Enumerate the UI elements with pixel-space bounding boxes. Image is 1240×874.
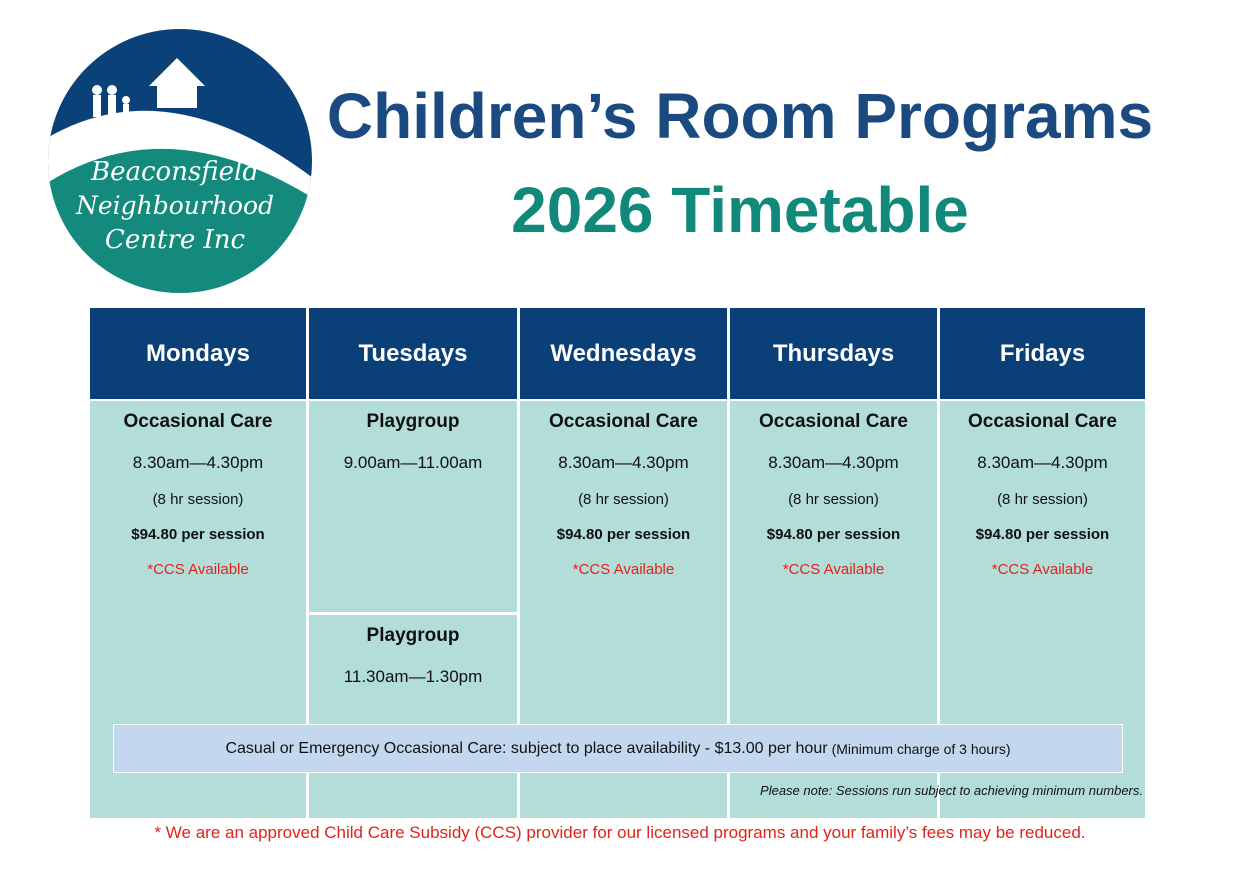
- program-title: Playgroup: [366, 625, 460, 646]
- session-length: (8 hr session): [997, 491, 1088, 508]
- header-thursdays: Thursdays: [730, 308, 937, 399]
- ccs-label: *CCS Available: [991, 561, 1094, 578]
- program-hours: 8.30am—4.30pm: [768, 453, 899, 472]
- program-hours: 11.30am—1.30pm: [343, 667, 483, 686]
- tuesday-cell-2: Playgroup 11.30am—1.30pm: [309, 615, 517, 818]
- header-tuesdays: Tuesdays: [309, 308, 517, 399]
- tuesday-cell-1: Playgroup 9.00am—11.00am: [309, 401, 517, 612]
- ccs-label: *CCS Available: [147, 561, 249, 578]
- minimum-numbers-note: Please note: Sessions run subject to ach…: [760, 783, 1143, 798]
- minimum-charge-note: (Minimum charge of 3 hours): [831, 740, 1011, 757]
- session-length: (8 hr session): [578, 491, 669, 508]
- svg-text:Centre Inc: Centre Inc: [105, 225, 246, 255]
- session-price: $94.80 per session: [556, 526, 691, 543]
- svg-text:Neighbourhood: Neighbourhood: [75, 191, 274, 220]
- program-hours: 8.30am—4.30pm: [558, 453, 689, 472]
- ccs-label: *CCS Available: [572, 561, 675, 578]
- header-fridays: Fridays: [940, 308, 1145, 399]
- program-title: Playgroup: [366, 411, 460, 432]
- monday-cell: Occasional Care 8.30am—4.30pm (8 hr sess…: [90, 401, 306, 818]
- session-length: (8 hr session): [152, 491, 244, 508]
- ccs-label: *CCS Available: [782, 561, 885, 578]
- session-price: $94.80 per session: [131, 526, 265, 543]
- page-title: Children’s Room Programs: [326, 80, 1154, 152]
- casual-care-banner: Casual or Emergency Occasional Care: sub…: [113, 724, 1123, 773]
- session-length: (8 hr session): [788, 491, 879, 508]
- svg-text:Beaconsfield: Beaconsfield: [90, 157, 259, 187]
- session-price: $94.80 per session: [766, 526, 901, 543]
- program-title: Occasional Care: [968, 411, 1117, 432]
- program-title: Occasional Care: [123, 411, 273, 432]
- page-subtitle: 2026 Timetable: [511, 174, 969, 246]
- program-hours: 8.30am—4.30pm: [977, 453, 1108, 472]
- program-title: Occasional Care: [549, 411, 698, 432]
- session-price: $94.80 per session: [975, 526, 1110, 543]
- program-hours: 9.00am—11.00am: [343, 453, 483, 472]
- program-hours: 8.30am—4.30pm: [132, 453, 264, 472]
- header-mondays: Mondays: [90, 308, 306, 399]
- program-title: Occasional Care: [759, 411, 908, 432]
- casual-care-text: Casual or Emergency Occasional Care: sub…: [225, 739, 828, 757]
- beaconsfield-logo: Beaconsfield Neighbourhood Centre Inc: [48, 29, 312, 293]
- header-wednesdays: Wednesdays: [520, 308, 727, 399]
- ccs-footer: * We are an approved Child Care Subsidy …: [154, 823, 1086, 842]
